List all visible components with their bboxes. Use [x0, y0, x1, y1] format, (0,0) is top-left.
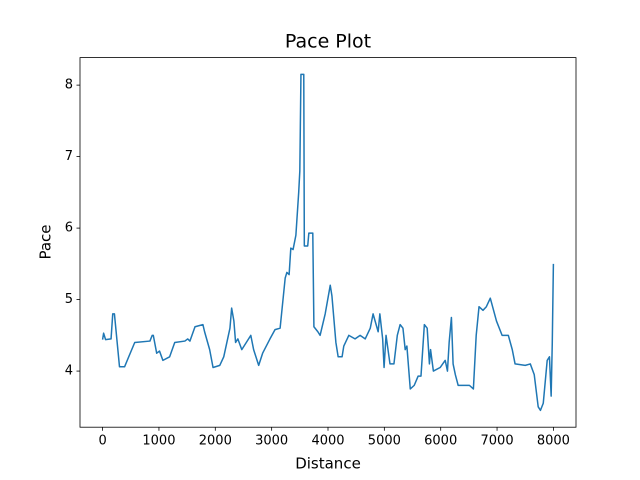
y-tick-label: 5: [65, 292, 73, 307]
x-axis-label: Distance: [295, 455, 361, 473]
x-tick-label: 3000: [255, 434, 288, 449]
chart-title: Pace Plot: [285, 31, 371, 53]
x-tick-label: 4000: [311, 434, 344, 449]
x-tick-label: 0: [98, 434, 106, 449]
x-tick-label: 8000: [537, 434, 570, 449]
y-tick-label: 6: [65, 221, 73, 236]
x-tick-label: 6000: [424, 434, 457, 449]
plot-frame: [79, 57, 577, 428]
x-tick-label: 7000: [481, 434, 514, 449]
x-tick-label: 1000: [142, 434, 175, 449]
x-tick-label: 5000: [368, 434, 401, 449]
x-tick-label: 2000: [199, 434, 232, 449]
y-axis-label: Pace: [37, 224, 55, 259]
y-tick-label: 8: [65, 78, 73, 93]
y-tick-label: 7: [65, 149, 73, 164]
data-line: [101, 73, 555, 412]
y-tick-label: 4: [65, 364, 73, 379]
